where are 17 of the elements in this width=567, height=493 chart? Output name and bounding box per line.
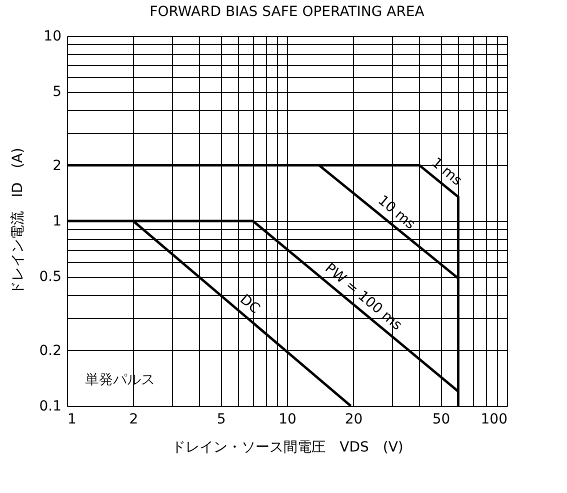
y-tick-label: 1 bbox=[52, 214, 62, 230]
x-tick-label: 50 bbox=[432, 412, 450, 428]
y-tick-label: 5 bbox=[52, 84, 62, 100]
x-tick-label: 20 bbox=[344, 412, 363, 428]
x-tick-label: 1 bbox=[68, 412, 76, 428]
x-tick-label: 5 bbox=[216, 412, 226, 428]
chart-title: FORWARD BIAS SAFE OPERATING AREA bbox=[150, 4, 425, 20]
x-tick-label: 10 bbox=[278, 412, 296, 428]
x-axis-title: ドレイン・ソース間電圧 VDS (V) bbox=[172, 440, 404, 456]
x-tick-label: 2 bbox=[129, 412, 138, 428]
y-tick-label: 0.1 bbox=[39, 398, 62, 414]
x-tick-label: 100 bbox=[480, 412, 508, 428]
y-tick-label: 0.5 bbox=[39, 269, 62, 286]
y-axis-title: ドレイン電流 ID (A) bbox=[10, 148, 26, 296]
y-tick-label: 0.2 bbox=[39, 342, 62, 359]
y-tick-label: 10 bbox=[44, 28, 62, 44]
y-tick-label: 2 bbox=[52, 158, 62, 174]
